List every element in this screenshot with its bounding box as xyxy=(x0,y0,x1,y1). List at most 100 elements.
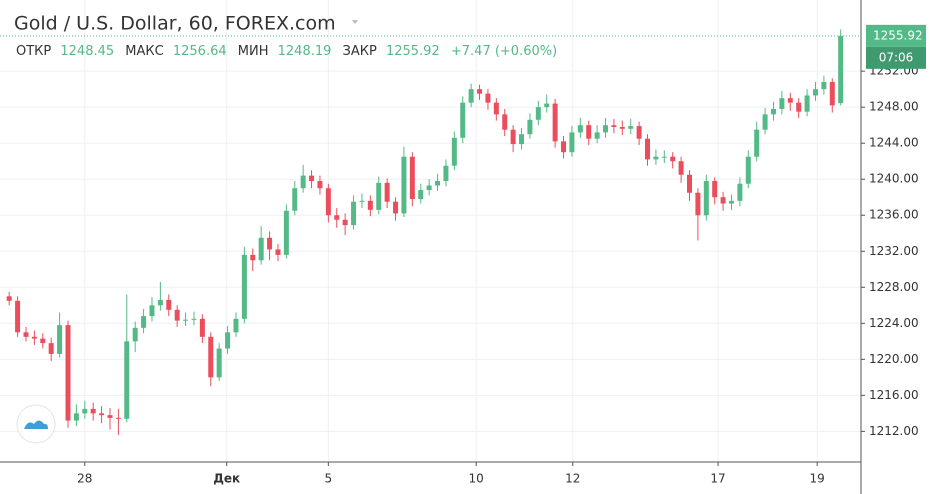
candle-body xyxy=(720,197,726,204)
candle-body xyxy=(409,156,415,200)
x-tick-label: 12 xyxy=(565,472,580,486)
logo-cloud[interactable] xyxy=(24,420,48,430)
candle-body xyxy=(174,309,180,321)
candle-body xyxy=(250,254,256,261)
candle-body xyxy=(460,102,466,138)
candle-body xyxy=(678,161,684,175)
candle-body xyxy=(712,181,718,198)
candle-body xyxy=(838,35,844,104)
candle-body xyxy=(796,102,802,112)
candle-body xyxy=(132,327,138,342)
y-tick-label: 1228.00 xyxy=(869,280,919,294)
candle-body xyxy=(258,237,264,261)
candle-body xyxy=(342,219,348,226)
candle-body xyxy=(376,182,382,210)
ohlc-legend: ОТКР 1248.45 МАКС 1256.64 МИН 1248.19 ЗА… xyxy=(16,44,557,59)
candle-body xyxy=(300,175,306,189)
candle-body xyxy=(426,185,432,191)
candle-body xyxy=(493,102,499,115)
close-label: ЗАКР xyxy=(343,44,377,59)
candle-body xyxy=(569,132,575,153)
candle-body xyxy=(99,413,105,416)
candle-body xyxy=(401,156,407,214)
candle-body xyxy=(292,188,298,211)
candle-body xyxy=(812,89,818,96)
title-dropdown[interactable] xyxy=(352,20,358,24)
candle-body xyxy=(309,175,315,182)
candle-body xyxy=(670,156,676,162)
candle-body xyxy=(283,210,289,255)
candle-body xyxy=(544,103,550,108)
candle-body xyxy=(82,408,88,414)
candle-body xyxy=(477,89,483,94)
candle-body xyxy=(804,95,810,112)
countdown-label: 07:06 xyxy=(879,50,914,64)
candle-body xyxy=(90,408,96,414)
change-value: +7.47 (+0.60%) xyxy=(451,44,557,59)
candle-body xyxy=(107,415,113,418)
candle-body xyxy=(619,126,625,129)
x-tick-label: Дек xyxy=(213,472,240,486)
candle-body xyxy=(561,141,567,153)
candle-body xyxy=(384,182,390,202)
close-value: 1255.92 xyxy=(386,44,440,59)
high-label: МАКС xyxy=(125,44,163,59)
candle-body xyxy=(687,174,693,193)
candle-body xyxy=(48,343,54,354)
x-tick-label: 17 xyxy=(710,472,725,486)
candle-body xyxy=(502,114,508,130)
logo-button[interactable] xyxy=(16,404,56,444)
y-tick-label: 1240.00 xyxy=(869,172,919,186)
candle-body xyxy=(510,129,516,145)
y-tick-label: 1216.00 xyxy=(869,388,919,402)
candle-body xyxy=(628,126,634,129)
candle-body xyxy=(527,119,533,135)
chart-title: Gold / U.S. Dollar, 60, FOREX.com xyxy=(14,13,336,35)
candle-body xyxy=(334,215,340,220)
low-label: МИН xyxy=(238,44,269,59)
candle-body xyxy=(65,325,71,421)
candle-body xyxy=(157,299,163,306)
candle-body xyxy=(603,125,609,133)
candle-body xyxy=(199,318,205,337)
candle-body xyxy=(141,316,147,328)
candle-body xyxy=(15,300,21,333)
candle-body xyxy=(443,165,449,182)
candle-body xyxy=(183,319,189,321)
open-value: 1248.45 xyxy=(60,44,114,59)
candle-body xyxy=(40,338,46,344)
candle-body xyxy=(770,108,776,115)
y-tick-label: 1236.00 xyxy=(869,208,919,222)
candle-body xyxy=(703,181,709,216)
candle-body xyxy=(57,325,63,354)
x-tick-label: 19 xyxy=(810,472,825,486)
candle-body xyxy=(787,98,793,103)
x-tick-label: 5 xyxy=(325,472,333,486)
candle-body xyxy=(124,341,130,419)
candle-body xyxy=(359,200,365,202)
candle-body xyxy=(468,89,474,103)
y-tick-label: 1248.00 xyxy=(869,100,919,114)
high-value: 1256.64 xyxy=(173,44,227,59)
y-tick-label: 1212.00 xyxy=(869,424,919,438)
candle-body xyxy=(166,299,172,310)
y-tick-label: 1224.00 xyxy=(869,316,919,330)
candle-body xyxy=(149,305,155,317)
candle-body xyxy=(577,125,583,133)
candle-body xyxy=(225,332,231,349)
candle-body xyxy=(325,188,331,216)
candle-body xyxy=(829,81,835,106)
candle-body xyxy=(645,138,651,160)
candle-body xyxy=(275,249,281,255)
last-price-label: 1255.92 xyxy=(873,28,923,42)
plot-area xyxy=(0,0,861,462)
candle-body xyxy=(435,181,441,186)
candle-body xyxy=(653,156,659,160)
candle-body xyxy=(762,114,768,130)
candle-body xyxy=(191,318,197,320)
candle-body xyxy=(351,201,357,226)
candle-body xyxy=(31,336,37,339)
x-tick-label: 10 xyxy=(469,472,484,486)
candle-body xyxy=(267,237,273,250)
